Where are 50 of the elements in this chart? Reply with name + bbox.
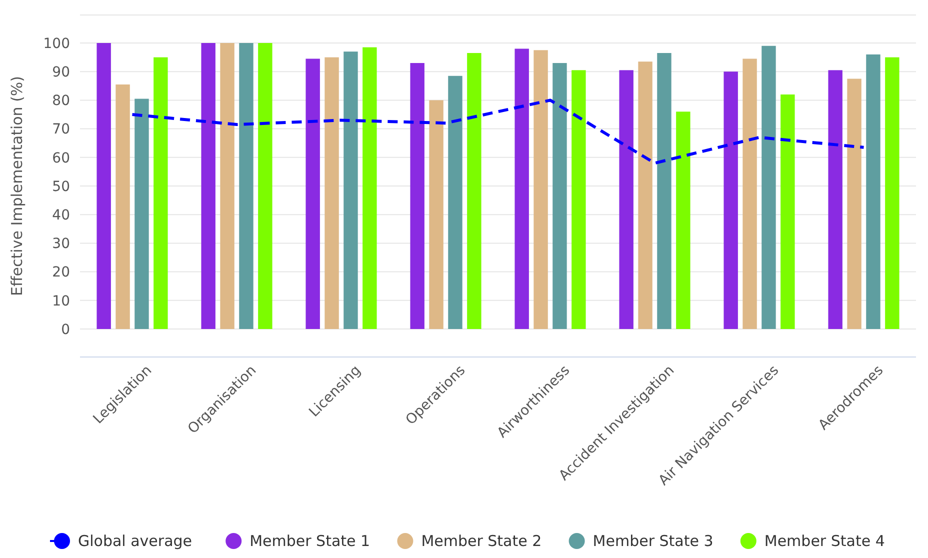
- bar: [552, 63, 567, 329]
- y-tick-label: 0: [61, 322, 70, 338]
- bar: [201, 43, 216, 329]
- y-tick-label: 50: [52, 178, 70, 195]
- bar: [448, 76, 462, 329]
- bar: [847, 78, 862, 329]
- bar: [514, 48, 529, 329]
- bar: [676, 112, 690, 329]
- legend-label: Member State 3: [592, 532, 714, 550]
- y-tick-label: 100: [43, 36, 70, 52]
- legend-label: Member State 4: [764, 532, 885, 550]
- line-series: [130, 98, 866, 165]
- bar: [239, 43, 254, 329]
- bar: [742, 58, 757, 329]
- bar: [572, 70, 586, 329]
- bar: [96, 43, 111, 329]
- y-tick-label: 30: [52, 236, 70, 252]
- y-tick-label: 70: [52, 122, 70, 138]
- y-tick-label: 40: [52, 208, 70, 224]
- y-tick-label: 20: [52, 264, 70, 281]
- bar: [657, 53, 672, 329]
- bar: [306, 58, 320, 329]
- bar: [724, 72, 738, 329]
- bar: [362, 47, 377, 329]
- bar: [116, 84, 130, 329]
- bar: [410, 63, 424, 329]
- bar: [780, 94, 795, 329]
- bar: [534, 50, 548, 329]
- bar: [467, 53, 482, 329]
- bar: [762, 46, 776, 329]
- y-axis-title: Effective Implementation (%): [8, 76, 26, 296]
- bar: [324, 57, 339, 329]
- bar: [638, 62, 652, 329]
- legend-label: Global average: [78, 532, 192, 550]
- bar: [828, 70, 842, 329]
- y-tick-label: 90: [52, 64, 70, 80]
- bar: [220, 43, 234, 329]
- bar: [134, 98, 149, 329]
- y-tick-label: 10: [52, 293, 70, 310]
- bar: [619, 70, 634, 329]
- bar: [866, 54, 880, 329]
- bar: [429, 100, 444, 329]
- legend-label: Member State 2: [421, 532, 542, 550]
- y-tick-label: 60: [52, 150, 70, 166]
- bar: [258, 43, 272, 329]
- bar: [154, 57, 168, 329]
- bar: [344, 52, 358, 329]
- y-tick-label: 80: [52, 93, 70, 110]
- bar: [885, 57, 900, 329]
- legend-label: Member State 1: [250, 532, 370, 550]
